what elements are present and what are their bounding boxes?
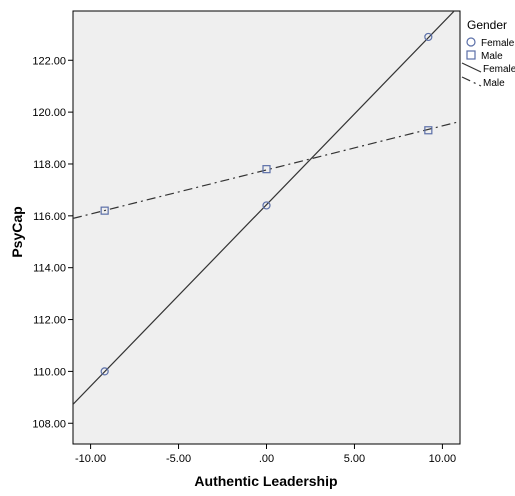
- y-tick-label: 120.00: [32, 107, 66, 119]
- fit-line-female: [73, 11, 456, 405]
- data-point-male: [424, 126, 433, 135]
- legend-marker-female: [466, 37, 476, 47]
- y-tick-label: 122.00: [32, 55, 66, 67]
- legend: Gender Female Male Female Male: [461, 18, 515, 89]
- x-axis-label: Authentic Leadership: [194, 473, 337, 489]
- x-tick-label: -5.00: [166, 453, 191, 465]
- data-point-female: [262, 201, 271, 210]
- legend-marker-male: [466, 50, 476, 60]
- x-axis: -10.00 -5.00 .00 5.00 10.00: [75, 444, 456, 465]
- data-point-female: [100, 367, 109, 376]
- y-tick-label: 118.00: [33, 159, 66, 171]
- x-tick-label: -10.00: [75, 453, 106, 465]
- x-tick-label: 10.00: [429, 453, 457, 465]
- data-point-male: [262, 165, 271, 174]
- y-axis: 108.00 110.00 112.00 114.00 116.00 118.00 120.…: [32, 55, 73, 430]
- plot-area: [72, 10, 461, 445]
- legend-label: Female: [483, 64, 515, 75]
- legend-line-female: [461, 62, 482, 73]
- y-tick-label: 108.00: [32, 418, 66, 430]
- legend-line-male: [461, 76, 482, 87]
- data-point-female: [424, 32, 433, 42]
- legend-title: Gender: [467, 18, 507, 32]
- y-tick-label: 112.00: [33, 315, 66, 327]
- legend-label: Male: [483, 78, 505, 89]
- series-layer: [73, 11, 460, 405]
- y-tick-label: 114.00: [33, 263, 66, 275]
- x-tick-label: .00: [259, 453, 274, 465]
- data-point-male: [100, 206, 109, 215]
- y-tick-label: 110.00: [33, 366, 66, 378]
- legend-label: Female: [481, 38, 515, 49]
- x-tick-label: 5.00: [344, 453, 365, 465]
- legend-label: Male: [481, 51, 503, 62]
- y-tick-label: 116.00: [33, 211, 66, 223]
- y-axis-label: PsyCap: [9, 206, 25, 257]
